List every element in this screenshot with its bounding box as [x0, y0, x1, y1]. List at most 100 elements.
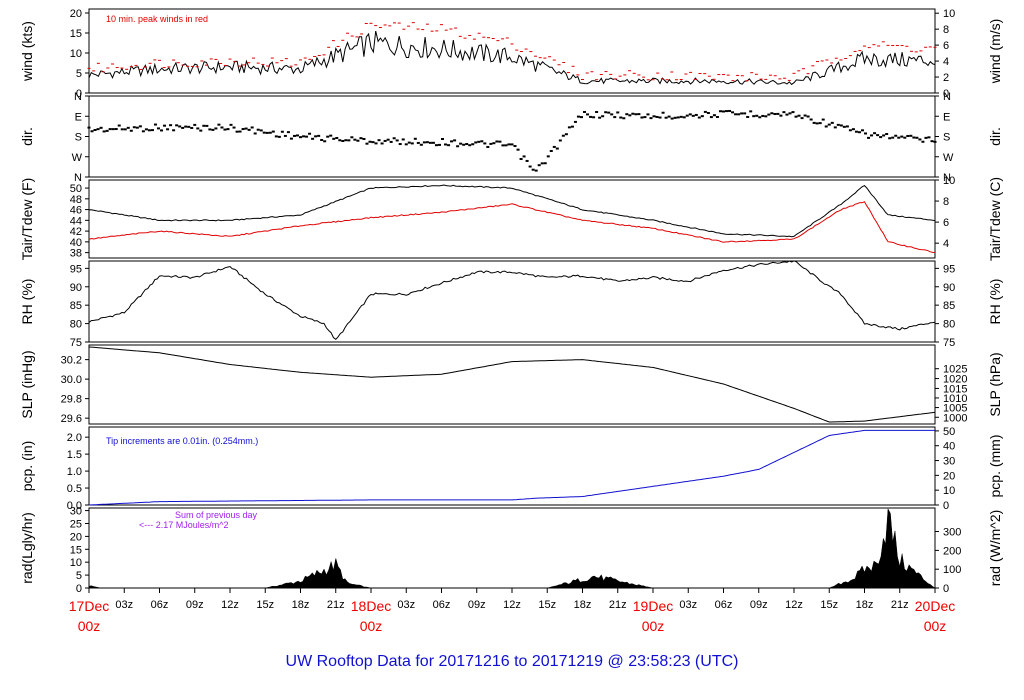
dir-point: [824, 125, 828, 128]
dir-point: [782, 111, 786, 114]
dir-point: [350, 136, 354, 139]
panel-frame: [88, 344, 936, 425]
dir-point: [628, 114, 632, 117]
dir-point: [564, 133, 568, 136]
dir-point: [105, 129, 109, 132]
x-hour-label: 18z: [856, 599, 874, 611]
dir-point: [909, 134, 913, 137]
dir-point: [498, 140, 502, 143]
dir-point: [667, 115, 671, 118]
dir-point: [688, 113, 692, 116]
dir-point: [302, 135, 306, 138]
dir-point: [259, 129, 263, 132]
right-tick-label: 0: [943, 500, 949, 512]
dir-point: [289, 137, 293, 140]
right-tick-label: 1025: [943, 364, 967, 376]
dir-point: [244, 127, 248, 130]
x-hour-label: 18z: [574, 599, 592, 611]
dir-point: [649, 117, 653, 120]
right-tick-label: 4: [943, 238, 949, 250]
right-tick-label: 80: [943, 319, 955, 331]
right-tick-label: 1010: [943, 393, 967, 405]
dir-point: [894, 134, 898, 137]
dir-point: [471, 143, 475, 146]
dir-point: [169, 124, 173, 127]
panel-frame: [88, 95, 936, 178]
x-hour-label: 15z: [538, 599, 556, 611]
dir-point: [646, 113, 650, 116]
dir-point: [153, 123, 157, 126]
dir-point: [401, 138, 405, 141]
dir-point: [806, 115, 810, 118]
dir-point: [583, 110, 587, 113]
dir-point: [531, 168, 535, 171]
left-tick-label: 20: [70, 8, 82, 20]
dir-point: [924, 136, 928, 139]
left-tick-label: 20: [70, 531, 82, 543]
dir-point: [178, 125, 182, 128]
dir-point: [419, 143, 423, 146]
dir-point: [770, 112, 774, 115]
dir-point: [522, 155, 526, 158]
dir-point: [552, 145, 556, 148]
dir-point: [347, 139, 351, 142]
dir-point: [700, 115, 704, 118]
dir-point: [537, 164, 541, 167]
dir-point: [764, 115, 768, 118]
x-day-time: 00z: [642, 618, 665, 634]
dir-point: [860, 129, 864, 132]
dir-point: [132, 126, 136, 129]
dir-point: [268, 131, 272, 134]
x-day-date: 18Dec: [351, 598, 391, 614]
right-tick-label: 50: [943, 426, 955, 438]
dir-point: [619, 116, 623, 119]
dir-point: [579, 116, 583, 119]
dir-point: [93, 128, 97, 131]
right-tick-label: W: [943, 152, 954, 164]
x-hour-label: 06z: [715, 599, 733, 611]
dir-point: [616, 111, 620, 114]
left-tick-label: 0.5: [67, 483, 82, 495]
dir-point: [519, 158, 523, 161]
dir-point: [803, 114, 807, 117]
dir-point: [374, 142, 378, 145]
dir-point: [915, 136, 919, 139]
dir-point: [555, 147, 559, 150]
dir-point: [166, 128, 170, 131]
dir-point: [341, 139, 345, 142]
dir-point: [468, 144, 472, 147]
dir-point: [495, 140, 499, 143]
dir-point: [431, 141, 435, 144]
dir-point: [722, 110, 725, 113]
dir-point: [740, 112, 744, 115]
dir-point: [631, 112, 635, 115]
dir-point: [592, 116, 596, 119]
left-tick-label: 38: [70, 248, 82, 260]
dir-point: [613, 116, 617, 119]
dir-point: [163, 124, 167, 127]
right-tick-label: 8: [943, 196, 949, 208]
dir-point: [126, 126, 130, 129]
dir-point: [214, 127, 218, 130]
right-tick-label: 4: [943, 56, 949, 68]
dir-point: [543, 162, 547, 165]
x-day-time: 00z: [924, 618, 947, 634]
dir-point: [184, 125, 188, 128]
right-tick-label: 10: [943, 175, 955, 187]
dir-point: [797, 114, 801, 117]
dir-point: [516, 148, 520, 151]
right-tick-label: 1020: [943, 374, 967, 386]
x-hour-label: 03z: [679, 599, 697, 611]
left-tick-label: E: [75, 111, 82, 123]
right-tick-label: 6: [943, 40, 949, 52]
series-line-temp-0: [88, 184, 936, 238]
dir-point: [610, 113, 614, 116]
dir-point: [256, 128, 260, 131]
dir-point: [123, 128, 127, 131]
dir-point: [295, 134, 299, 137]
series-line-slp-0: [88, 346, 936, 423]
right-tick-label: N: [943, 172, 951, 184]
dir-point: [283, 134, 287, 137]
dir-point: [758, 116, 762, 119]
